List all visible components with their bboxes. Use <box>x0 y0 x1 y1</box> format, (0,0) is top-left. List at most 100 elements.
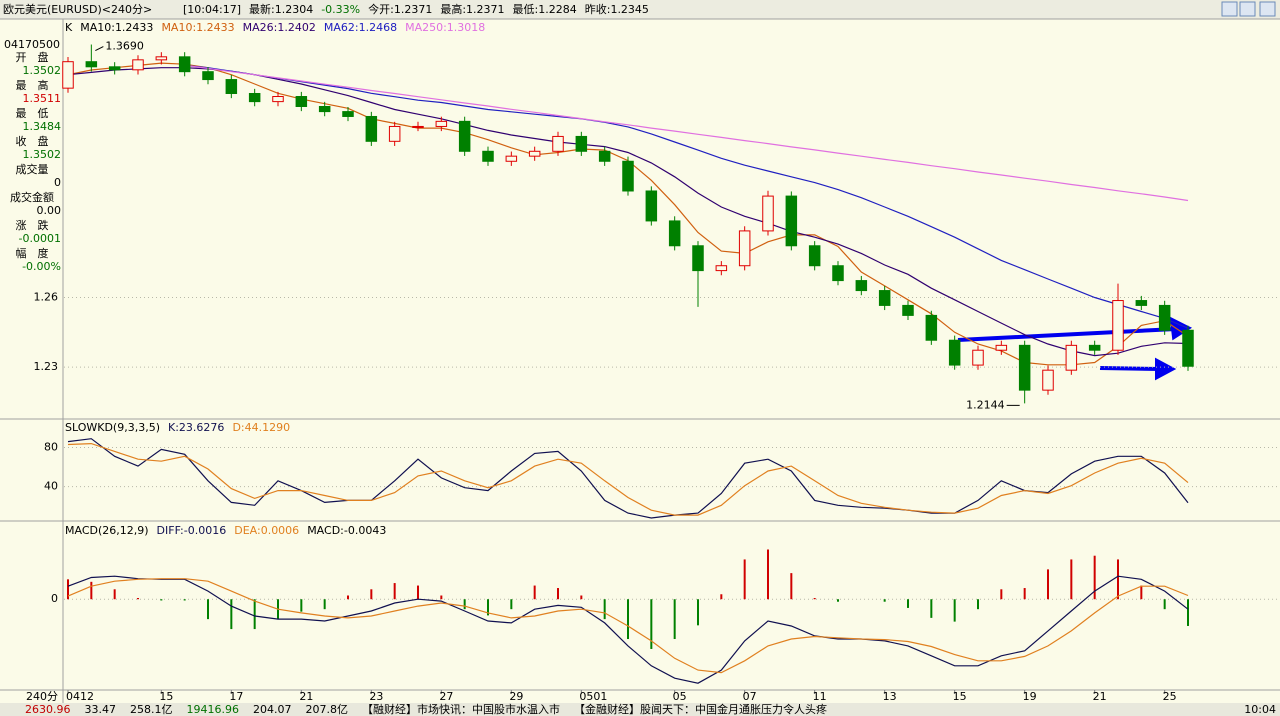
status-item: 33.47 <box>85 703 117 716</box>
candle-body <box>248 92 261 103</box>
line-series <box>67 578 1189 674</box>
line-series <box>67 438 1189 519</box>
x-tick-label: 29 <box>509 690 523 703</box>
side-value: 1.3484 <box>23 120 62 133</box>
side-label: 涨 跌 <box>16 218 49 232</box>
candle-body <box>272 96 284 103</box>
candle-body <box>1042 369 1054 391</box>
candle-body <box>202 71 214 81</box>
candle-body <box>645 190 658 222</box>
chart-title: MACD(26,12,9) <box>65 524 149 537</box>
status-item: 19416.96 <box>187 703 240 716</box>
side-label: 成交金额 <box>10 190 54 204</box>
candle-body <box>108 66 121 71</box>
candle-body <box>598 150 611 162</box>
x-tick-label: 25 <box>1163 690 1177 703</box>
legend-item: MA250:1.3018 <box>405 21 485 34</box>
x-tick-label: 17 <box>229 690 243 703</box>
x-tick-label: 05 <box>673 690 687 703</box>
candle-body <box>62 61 74 89</box>
candle-body <box>225 79 238 94</box>
quote-field: 最高:1.2371 <box>440 2 504 16</box>
x-tick-label: 15 <box>159 690 173 703</box>
window-buttons[interactable] <box>1221 1 1276 17</box>
candle-body <box>692 245 704 272</box>
chart-title: SLOWKD(9,3,3,5) <box>65 421 160 434</box>
quote-field: 今开:1.2371 <box>368 2 432 16</box>
candle-body <box>972 349 984 366</box>
y-tick-label: 1.26 <box>34 291 59 304</box>
candle-body <box>902 304 914 316</box>
x-tick-label: 13 <box>883 690 897 703</box>
y-tick-label: 80 <box>44 440 58 453</box>
legend-item: MA10:1.2433 <box>161 21 234 34</box>
annotation: 1.3690 <box>105 40 144 53</box>
side-label: 幅 度 <box>16 246 49 260</box>
candle-body <box>808 245 821 267</box>
candle-body <box>85 61 98 68</box>
candle-body <box>715 265 728 272</box>
candle-body <box>1135 300 1148 306</box>
candle-body <box>855 280 868 292</box>
x-axis-label: 240分 <box>26 690 58 703</box>
chart-title: K <box>65 21 73 34</box>
side-label: 成交量 <box>16 162 49 176</box>
legend-item: DIFF:-0.0016 <box>157 524 227 537</box>
side-value: 0 <box>54 176 61 189</box>
candle-body <box>1112 300 1124 351</box>
side-time: 04170500 <box>4 38 60 51</box>
x-tick-label: 0412 <box>66 690 94 703</box>
candle-body <box>365 115 378 142</box>
candle-body <box>575 135 588 152</box>
annotation: 1.2144 <box>966 398 1005 411</box>
arrow-line <box>1099 366 1161 371</box>
x-tick-label: 21 <box>1093 690 1107 703</box>
candle-body <box>295 96 308 107</box>
button[interactable] <box>1239 1 1256 17</box>
quote-field: -0.33% <box>321 3 360 16</box>
candle-body <box>948 339 961 366</box>
candle-body <box>412 125 424 128</box>
window-title: 欧元美元(EURUSD)<240分> <box>3 3 152 16</box>
button[interactable] <box>1221 1 1238 17</box>
candle-body <box>155 56 168 61</box>
status-item: 207.8亿 <box>306 703 349 716</box>
x-tick-label: 27 <box>439 690 453 703</box>
x-tick-label: 07 <box>743 690 757 703</box>
x-tick-label: 21 <box>299 690 313 703</box>
side-value: 1.3511 <box>23 92 62 105</box>
candle-body <box>482 150 494 162</box>
line-series <box>184 64 1189 329</box>
button[interactable] <box>1259 1 1276 17</box>
x-tick-label: 15 <box>953 690 967 703</box>
candle-body <box>1088 344 1101 351</box>
candle-body <box>878 290 891 306</box>
y-tick-label: 40 <box>44 480 58 493</box>
legend-item: D:44.1290 <box>232 421 290 434</box>
candle-body <box>1182 329 1194 367</box>
candle-body <box>1065 344 1078 371</box>
line-series <box>67 575 1189 684</box>
quote-field: 最低:1.2284 <box>513 3 577 16</box>
side-value: 0.00 <box>37 204 62 217</box>
side-label: 最 低 <box>16 107 49 120</box>
side-label: 收 盘 <box>16 134 49 148</box>
quote-field: 昨收:1.2345 <box>585 2 649 16</box>
candle-body <box>342 111 354 117</box>
candle-body <box>1158 304 1171 331</box>
status-item: 204.07 <box>253 703 292 716</box>
candle-body <box>528 150 541 157</box>
candle-body <box>995 344 1008 351</box>
side-value: -0.00% <box>22 260 61 273</box>
title-bar <box>0 0 1280 19</box>
status-bar <box>0 703 1280 716</box>
legend-item: MA62:1.2468 <box>324 21 397 34</box>
status-time: 10:04 <box>1244 703 1276 716</box>
candle-body <box>622 160 634 192</box>
annotation-arrow <box>95 46 104 51</box>
candle-body <box>1018 344 1031 391</box>
side-label: 最 高 <box>16 78 49 92</box>
